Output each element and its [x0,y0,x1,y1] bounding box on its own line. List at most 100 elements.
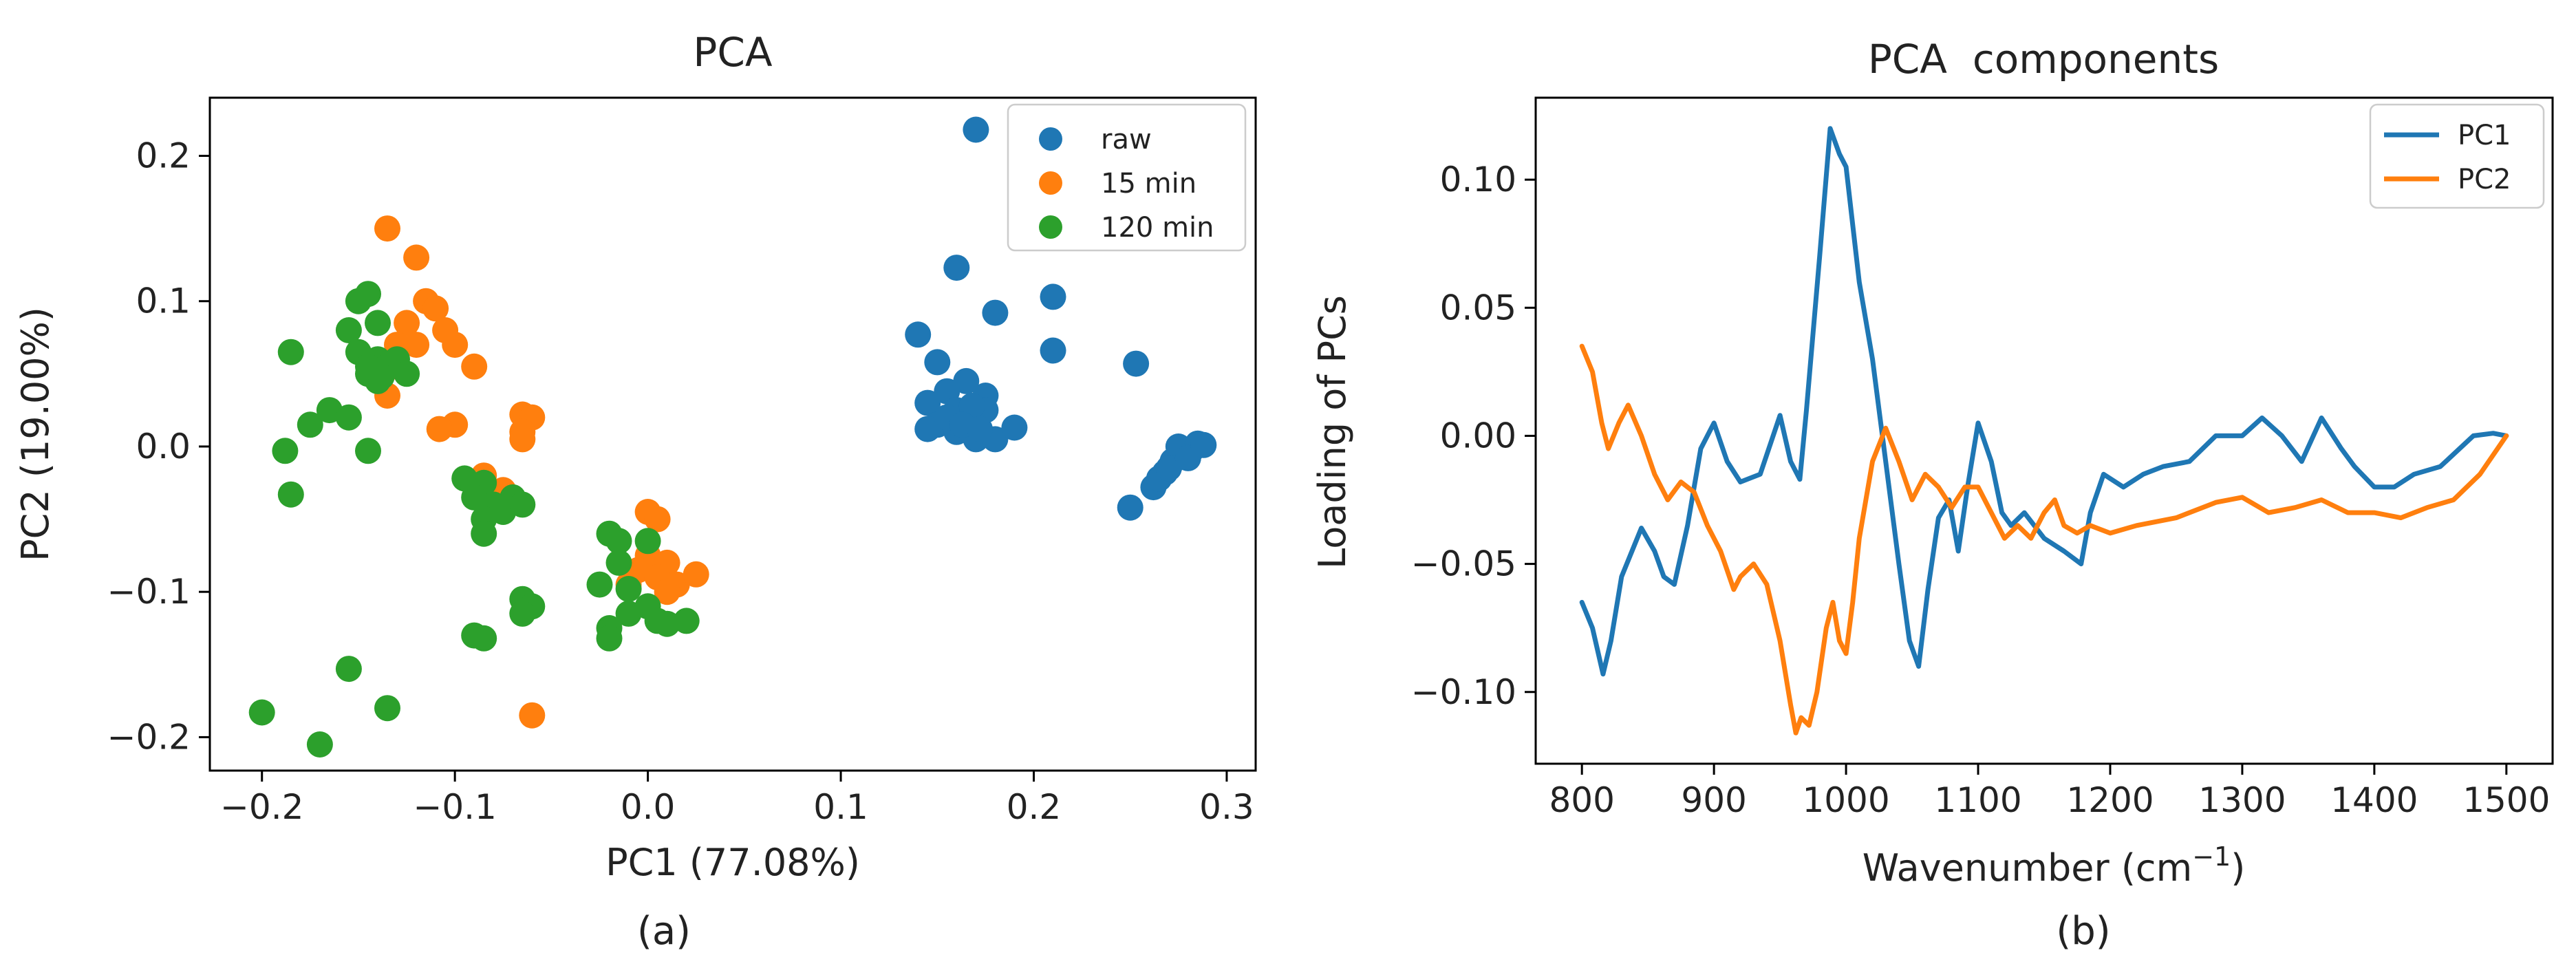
legend-label-PC1: PC1 [2458,120,2511,151]
components-plot-frame [1534,96,2554,765]
point-raw-3 [1040,283,1066,310]
x-tick-label: 800 [1549,780,1614,820]
point-120-min-19 [335,404,362,431]
point-15-min-7 [403,332,430,358]
point-15-min-30 [654,579,680,605]
point-120-min-43 [615,576,642,602]
point-raw-36 [1190,431,1217,458]
components-chart-title: PCA components [1868,36,2219,83]
legend-label-120-min: 120 min [1101,212,1214,244]
xlabel-main: Wavenumber (cm [1863,846,2193,890]
pca-x-axis: −0.2 −0.1 0.0 0.1 0.2 0.3 [220,771,1254,827]
point-120-min-32 [471,520,497,547]
x-tick-label: 0.1 [813,787,868,827]
caption-b: (b) [2056,909,2110,954]
point-15-min-5 [394,310,420,336]
point-120-min-42 [586,571,613,598]
series-line-PC1 [1579,126,2509,677]
point-120-min-2 [306,731,333,758]
legend-marker-120-min [1039,215,1062,239]
point-raw-10 [914,389,941,416]
components-legend-box [2369,103,2545,209]
pca-legend-box [1007,103,1247,252]
x-tick-label: 1400 [2330,780,2418,820]
pca-y-axis: −0.2 −0.1 0.0 0.1 0.2 [107,136,210,757]
legend-marker-15-min [1039,171,1062,195]
point-120-min-48 [673,608,700,634]
x-tick-label: 1100 [1934,780,2021,820]
pca-legend: raw 15 min 120 min [1007,103,1247,252]
point-15-min-28 [683,561,709,588]
x-tick-label: 1500 [2462,780,2550,820]
x-tick-label: −0.1 [413,787,496,827]
point-raw-24 [1123,350,1150,377]
xlabel-end: ) [2231,846,2245,890]
point-120-min-50 [596,625,623,652]
point-120-min-21 [355,438,381,464]
point-120-min-4 [374,695,400,722]
y-tick-label: 0.0 [136,427,191,466]
pca-chart-title: PCA [693,29,772,76]
point-120-min-23 [277,481,304,508]
point-raw-6 [924,349,951,376]
components-x-axis: 800 900 1000 1100 1200 1300 1400 1500 [1549,764,2550,820]
point-15-min-3 [422,295,449,322]
point-120-min-31 [509,491,536,518]
pca-y-axis-label: PC2 (19.00%) [14,307,57,561]
point-120-min-20 [297,411,323,438]
point-120-min-17 [368,363,395,390]
point-raw-4 [1040,337,1066,364]
point-raw-18 [1001,414,1028,441]
x-tick-label: 1300 [2198,780,2286,820]
point-120-min-35 [509,600,536,627]
pca-points [248,116,1217,758]
point-raw-25 [1117,494,1144,521]
pca-plot-frame [208,96,1257,772]
point-raw-5 [905,321,932,348]
x-tick-label: 0.3 [1199,787,1254,827]
x-tick-label: 0.0 [621,787,676,827]
y-tick-label: −0.2 [107,717,191,757]
point-120-min-14 [394,361,420,387]
caption-a: (a) [637,909,691,954]
point-120-min-6 [355,281,381,308]
point-120-min-3 [335,656,362,683]
legend-label-PC2: PC2 [2458,164,2511,195]
point-15-min-0 [374,215,400,242]
y-tick-label: 0.2 [136,136,191,175]
point-15-min-9 [461,353,488,380]
pca-x-axis-label: PC1 (77.08%) [605,841,860,884]
x-tick-label: 0.2 [1007,787,1062,827]
point-120-min-22 [272,438,299,464]
point-120-min-47 [654,610,680,637]
point-raw-23 [967,416,993,442]
point-120-min-40 [634,528,661,555]
y-tick-label: −0.1 [107,572,191,612]
point-120-min-37 [471,625,497,652]
point-120-min-0 [277,339,304,365]
pca-scatter-panel: PCA −0.2 −0.1 0.0 0.1 0.2 0.3 −0.2 −0.1 0.0 0.1 0… [14,29,1257,954]
point-15-min-20 [519,702,546,729]
point-raw-17 [914,416,941,442]
point-120-min-45 [615,600,642,627]
x-tick-label: 900 [1681,780,1746,820]
y-tick-label: 0.05 [1440,288,1516,328]
point-120-min-8 [335,317,362,343]
y-tick-label: −0.10 [1411,672,1516,712]
point-raw-34 [1155,455,1182,482]
point-120-min-7 [365,310,391,336]
components-y-axis-label: Loading of PCs [1311,295,1354,569]
y-tick-label: −0.05 [1411,544,1516,584]
legend-label-raw: raw [1101,124,1152,155]
point-raw-1 [943,255,970,281]
y-tick-label: 0.10 [1440,160,1516,200]
pca-legend-entries: raw 15 min 120 min [1039,124,1214,244]
point-15-min-22 [644,506,671,533]
components-y-axis: 0.10 0.05 0.00 −0.05 −0.10 [1411,160,1536,712]
point-raw-7 [953,367,980,394]
series-line-PC2 [1579,343,2509,736]
components-lines [1579,126,2509,736]
